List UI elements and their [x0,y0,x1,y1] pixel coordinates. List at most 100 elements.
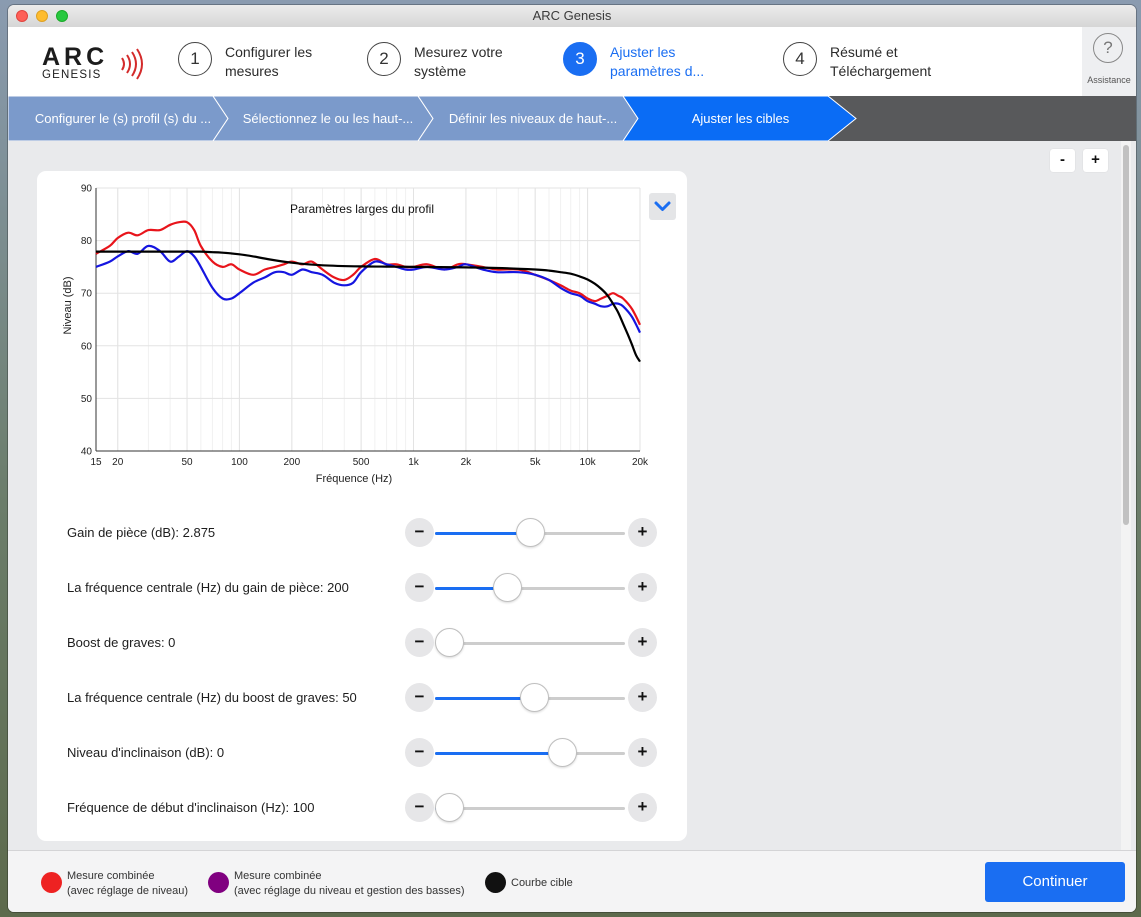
x-tick-label: 200 [283,457,300,468]
breadcrumb-item-targets[interactable]: Ajuster les cibles [691,111,790,126]
series-line-1 [95,244,641,334]
slider-track[interactable] [435,683,625,712]
logo-subtext: GENESIS [42,69,102,81]
close-window-button[interactable] [16,10,28,22]
breadcrumb-item-profiles[interactable]: Configurer le (s) profil (s) du ... [34,111,212,126]
legend-label: Mesure combinée [67,870,155,882]
slider-row: La fréquence centrale (Hz) du boost de g… [37,678,687,718]
y-tick-label: 90 [81,184,93,195]
breadcrumb-arrows [8,96,857,141]
assistance-button[interactable]: ? Assistance [1082,27,1136,96]
slider-fill [435,752,559,755]
slider-handle[interactable] [548,738,577,767]
minimize-window-button[interactable] [36,10,48,22]
x-tick-label: 1k [408,457,420,468]
main-content: - + 40 50 60 70 80 90 15 20 50 100 200 500 1k 2k 5k 10k… [8,141,1131,850]
scrollbar[interactable] [1121,141,1131,850]
zoom-out-button[interactable]: - [1050,149,1075,172]
continue-button[interactable]: Continuer [985,862,1125,902]
app-window: ARC Genesis ARC GENESIS 1 Configurer les… [8,5,1136,912]
footer-bar: Mesure combinée (avec réglage de niveau) … [8,850,1136,912]
decrease-button[interactable]: − [405,793,434,822]
decrease-button[interactable]: − [405,573,434,602]
step-number: 1 [178,42,212,76]
slider-row: Gain de pièce (dB): 2.875 − + [37,513,687,553]
x-tick-label: 10k [580,457,597,468]
slider-fill [435,587,504,590]
legend-sublabel: (avec réglage de niveau) [67,885,189,897]
slider-row: La fréquence centrale (Hz) du gain de pi… [37,568,687,608]
wizard-header: ARC GENESIS 1 Configurer les mesures 2 M… [8,27,1136,96]
slider-track[interactable] [435,628,625,657]
slider-label: La fréquence centrale (Hz) du boost de g… [67,690,357,705]
series-line-0 [95,220,641,326]
legend-dot [208,872,229,893]
x-tick-label: 50 [181,457,193,468]
decrease-button[interactable]: − [405,628,434,657]
x-tick-label: 15 [90,457,102,468]
increase-button[interactable]: + [628,738,657,767]
step-label: Configurer les mesures [225,44,313,79]
step-label: Mesurez votre système [414,44,503,79]
slider-row: Boost de graves: 0 − + [37,623,687,663]
breadcrumb-item-levels[interactable]: Définir les niveaux de haut-... [448,111,618,126]
slider-handle[interactable] [435,628,464,657]
sound-waves-icon [121,48,143,80]
slider-track[interactable] [435,573,625,602]
profile-card: 40 50 60 70 80 90 15 20 50 100 200 500 1k 2k 5k 10k 20k F… [37,171,687,841]
y-tick-label: 40 [81,447,93,458]
breadcrumb-item-speakers[interactable]: Sélectionnez le ou les haut-... [242,111,414,126]
help-icon: ? [1093,33,1123,63]
chart-title: Paramètres larges du profil [290,202,434,216]
y-tick-label: 60 [81,341,93,352]
slider-track[interactable] [435,738,625,767]
increase-button[interactable]: + [628,683,657,712]
slider-handle[interactable] [519,683,549,712]
increase-button[interactable]: + [628,628,657,657]
chart-dropdown-button[interactable] [649,193,676,220]
slider-handle[interactable] [515,518,545,547]
frequency-response-chart: 40 50 60 70 80 90 15 20 50 100 200 500 1k 2k 5k 10k 20k F… [62,184,649,486]
x-tick-label: 100 [231,457,248,468]
window-title: ARC Genesis [532,8,612,23]
slider-handle[interactable] [435,793,464,822]
scrollbar-thumb[interactable] [1123,145,1129,525]
arc-genesis-logo: ARC GENESIS [42,43,152,85]
slider-label: Fréquence de début d'inclinaison (Hz): 1… [67,800,315,815]
slider-label: Boost de graves: 0 [67,635,176,650]
step-number: 4 [783,42,817,76]
x-axis-label: Fréquence (Hz) [316,473,392,485]
slider-handle[interactable] [492,573,522,602]
x-tick-label: 2k [461,457,473,468]
decrease-button[interactable]: − [405,683,434,712]
step-number: 3 [563,42,597,76]
x-tick-label: 500 [353,457,370,468]
legend-label: Mesure combinée [234,870,322,882]
increase-button[interactable]: + [628,573,657,602]
series-line-2 [96,250,641,363]
increase-button[interactable]: + [628,518,657,547]
slider-track[interactable] [435,793,625,822]
slider-fill [435,697,530,700]
slider-row: Fréquence de début d'inclinaison (Hz): 1… [37,788,687,828]
slider-label: Niveau d'inclinaison (dB): 0 [67,745,225,760]
step-label: Ajuster les paramètres d... [610,44,705,79]
decrease-button[interactable]: − [405,738,434,767]
increase-button[interactable]: + [628,793,657,822]
step-label: Résumé et Téléchargement [830,44,932,79]
breadcrumb: Configurer le (s) profil (s) du ... Séle… [8,96,1136,141]
decrease-button[interactable]: − [405,518,434,547]
legend-label: Courbe cible [511,877,573,889]
slider-track[interactable] [435,518,625,547]
y-tick-label: 80 [81,236,93,247]
zoom-in-button[interactable]: + [1083,149,1108,172]
slider-label: Gain de pièce (dB): 2.875 [67,525,216,540]
x-tick-label: 20 [112,457,124,468]
x-tick-label: 20k [632,457,649,468]
zoom-window-button[interactable] [56,10,68,22]
y-axis-label: Niveau (dB) [62,276,74,334]
legend-sublabel: (avec réglage du niveau et gestion des b… [234,885,465,897]
title-bar: ARC Genesis [8,5,1136,28]
logo-text: ARC [42,43,109,71]
slider-row: Niveau d'inclinaison (dB): 0 − + [37,733,687,773]
